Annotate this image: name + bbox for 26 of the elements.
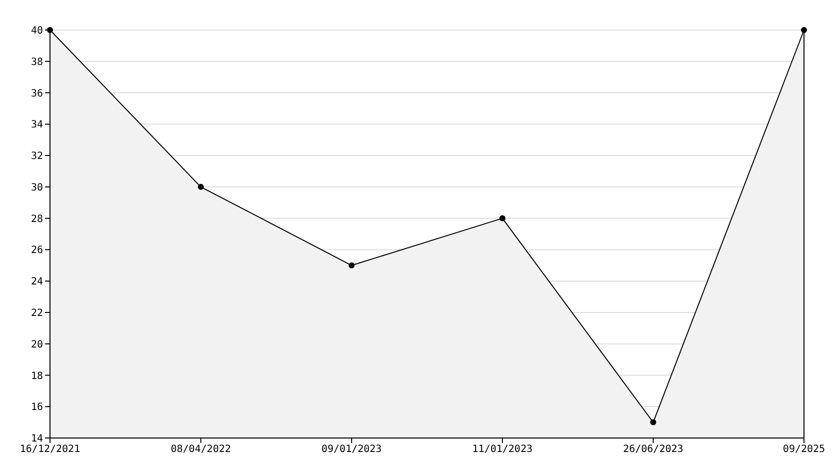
x-tick-label: 08/04/2022 (170, 444, 231, 456)
y-tick-label: 20 (30, 339, 43, 350)
y-tick-label: 22 (30, 308, 43, 320)
y-tick-label: 32 (30, 151, 43, 162)
y-tick-label: 34 (30, 120, 43, 131)
y-tick-label: 16 (30, 402, 43, 414)
point (499, 215, 506, 222)
y-tick-label: 18 (30, 370, 43, 382)
point (650, 419, 656, 426)
x-tick-label: 09/2025 (782, 444, 826, 456)
y-tick-label: 26 (30, 245, 43, 256)
x-tick-label: 11/01/2023 (472, 444, 533, 456)
x-tick-label: 26/06/2023 (623, 444, 684, 456)
point (47, 27, 53, 33)
x-tick-label: 16/12/2021 (20, 444, 80, 456)
y-tick-label: 14 (30, 434, 43, 445)
point (198, 184, 204, 190)
point (801, 27, 807, 33)
y-tick-label: 38 (30, 56, 43, 68)
y-tick-label: 40 (30, 26, 43, 37)
point (348, 262, 355, 268)
y-tick-label: 30 (30, 182, 43, 194)
y-tick-label: 28 (30, 214, 43, 225)
x-tick-label: 09/01/2023 (321, 444, 382, 456)
y-tick-label: 36 (30, 88, 43, 100)
y-tick-label: 24 (30, 276, 43, 288)
